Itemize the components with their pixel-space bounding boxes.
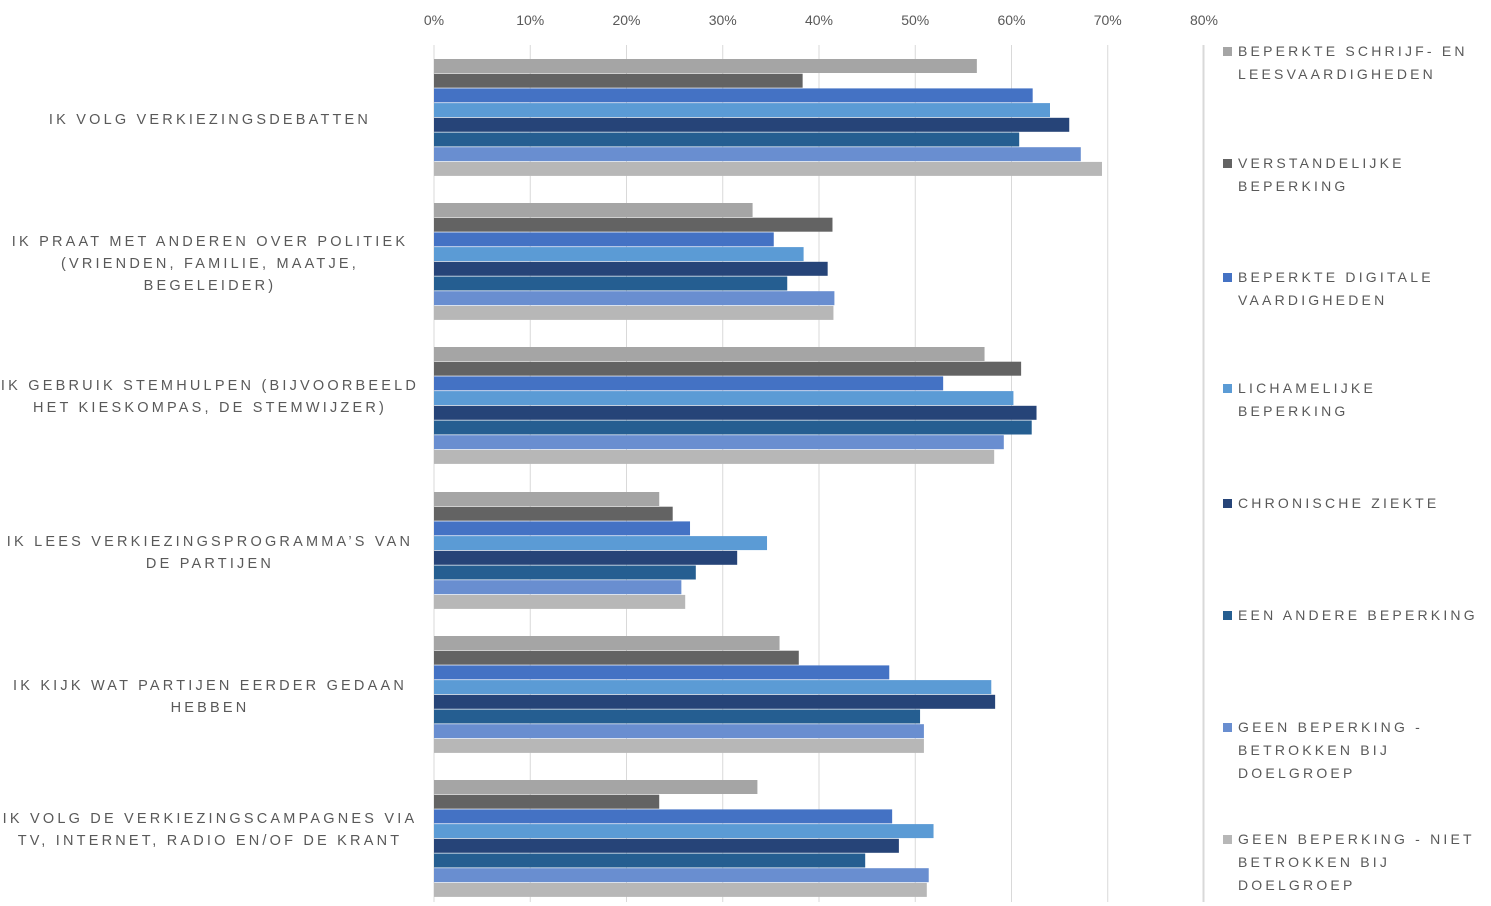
- x-tick-label: 60%: [997, 12, 1025, 28]
- bar: [434, 636, 780, 650]
- bar: [434, 291, 835, 306]
- bar: [434, 709, 921, 724]
- legend-item: LICHAMELIJKE BEPERKING: [1223, 377, 1485, 423]
- bar: [434, 73, 803, 88]
- bar: [434, 361, 1022, 376]
- x-tick-label: 80%: [1190, 12, 1218, 28]
- bar: [434, 391, 1014, 406]
- bar: [434, 276, 788, 291]
- legend-item: CHRONISCHE ZIEKTE: [1223, 492, 1485, 515]
- bar: [434, 232, 774, 247]
- bar: [434, 680, 992, 695]
- bar: [434, 580, 682, 595]
- bar: [434, 59, 977, 73]
- bar: [434, 117, 1070, 132]
- bar: [434, 103, 1050, 118]
- category-label: IK VOLG DE VERKIEZINGSCAMPAGNES VIA TV, …: [2, 810, 418, 849]
- x-tick-label: 10%: [516, 12, 544, 28]
- bar: [434, 724, 924, 739]
- bar: [434, 838, 899, 853]
- bar: [434, 203, 753, 217]
- legend-label: BEPERKTE DIGITALE VAARDIGHEDEN: [1238, 269, 1434, 308]
- bar: [434, 132, 1020, 147]
- bar: [434, 794, 660, 809]
- legend-label: EEN ANDERE BEPERKING: [1238, 607, 1478, 623]
- bar: [434, 420, 1032, 435]
- bar: [434, 161, 1102, 176]
- legend-swatch: [1223, 273, 1232, 282]
- legend-swatch: [1223, 499, 1232, 508]
- legend-label: VERSTANDELIJKE BEPERKING: [1238, 155, 1405, 194]
- legend-swatch: [1223, 47, 1232, 56]
- legend-swatch: [1223, 159, 1232, 168]
- bar: [434, 88, 1033, 103]
- bar: [434, 738, 924, 753]
- legend-swatch: [1223, 384, 1232, 393]
- legend-label: CHRONISCHE ZIEKTE: [1238, 495, 1440, 511]
- legend-item: BEPERKTE DIGITALE VAARDIGHEDEN: [1223, 266, 1485, 312]
- bar: [434, 217, 833, 232]
- bar: [434, 521, 691, 536]
- bar: [434, 550, 738, 565]
- bar: [434, 376, 944, 391]
- legend-item: EEN ANDERE BEPERKING: [1223, 604, 1485, 627]
- bar: [434, 594, 686, 609]
- category-label: IK PRAAT MET ANDEREN OVER POLITIEK (VRIE…: [11, 233, 409, 294]
- bar: [434, 347, 985, 361]
- legend-swatch: [1223, 723, 1232, 732]
- x-tick-label: 70%: [1094, 12, 1122, 28]
- legend-item: BEPERKTE SCHRIJF- EN LEESVAARDIGHEDEN: [1223, 40, 1485, 86]
- bar: [434, 694, 996, 709]
- bar: [434, 492, 660, 506]
- legend-item: VERSTANDELIJKE BEPERKING: [1223, 152, 1485, 198]
- category-label: IK VOLG VERKIEZINGSDEBATTEN: [48, 111, 372, 128]
- bar: [434, 809, 893, 824]
- category-label: IK GEBRUIK STEMHULPEN (BIJVOORBEELD HET …: [0, 377, 420, 416]
- x-tick-label: 40%: [805, 12, 833, 28]
- legend-label: LICHAMELIJKE BEPERKING: [1238, 380, 1376, 419]
- bar: [434, 882, 927, 897]
- bar: [434, 405, 1037, 420]
- bar: [434, 506, 673, 521]
- bar: [434, 853, 866, 868]
- bar: [434, 868, 929, 883]
- x-tick-label: 30%: [709, 12, 737, 28]
- legend-item: GEEN BEPERKING - NIET BETROKKEN BIJ DOEL…: [1223, 828, 1485, 897]
- x-axis-tick-labels: 0% 10% 20% 30% 40% 50% 60% 70% 80%: [424, 12, 1218, 28]
- bar: [434, 536, 768, 551]
- x-tick-label: 20%: [612, 12, 640, 28]
- category-label: IK LEES VERKIEZINGSPROGRAMMA’S VAN DE PA…: [6, 533, 414, 572]
- x-tick-label: 50%: [901, 12, 929, 28]
- legend-label: GEEN BEPERKING - NIET BETROKKEN BIJ DOEL…: [1238, 831, 1475, 893]
- bar: [434, 449, 995, 464]
- bar: [434, 824, 934, 839]
- gridlines: [433, 45, 1205, 902]
- bar: [434, 147, 1081, 162]
- x-tick-label: 0%: [424, 12, 444, 28]
- bar: [434, 650, 799, 665]
- legend-item: GEEN BEPERKING - BETROKKEN BIJ DOELGROEP: [1223, 716, 1485, 785]
- bar: [434, 780, 758, 794]
- bar: [434, 435, 1004, 450]
- bar: [434, 305, 834, 320]
- legend-swatch: [1223, 835, 1232, 844]
- bar: [434, 247, 804, 262]
- bar: [434, 565, 696, 580]
- category-label: IK KIJK WAT PARTIJEN EERDER GEDAAN HEBBE…: [12, 677, 408, 716]
- legend-label: BEPERKTE SCHRIJF- EN LEESVAARDIGHEDEN: [1238, 43, 1468, 82]
- bar: [434, 261, 828, 276]
- bar: [434, 665, 890, 680]
- legend-swatch: [1223, 611, 1232, 620]
- legend-label: GEEN BEPERKING - BETROKKEN BIJ DOELGROEP: [1238, 719, 1424, 781]
- bars: [434, 59, 1102, 897]
